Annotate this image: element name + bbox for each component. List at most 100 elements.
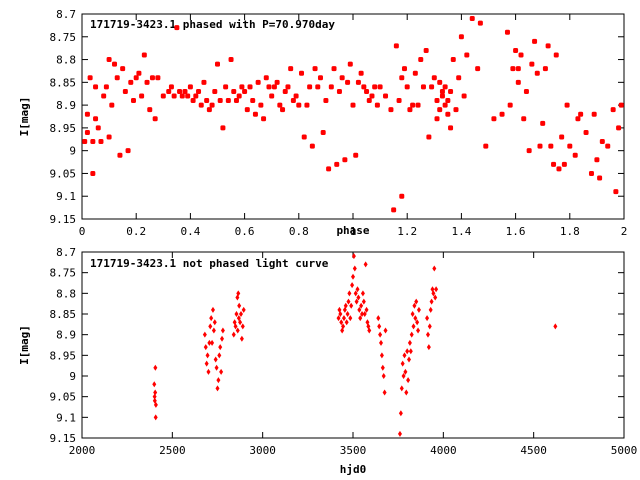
data-point <box>153 364 158 371</box>
data-point <box>415 319 420 326</box>
data-point <box>448 88 454 94</box>
data-point <box>130 98 136 104</box>
data-point <box>358 315 363 322</box>
data-point <box>208 323 213 330</box>
x-tick-label: 0.2 <box>126 225 146 238</box>
data-point <box>412 302 417 309</box>
data-point <box>518 52 524 58</box>
data-point <box>84 129 90 135</box>
data-point <box>349 302 354 309</box>
data-point <box>106 57 112 63</box>
data-point <box>250 98 256 104</box>
data-point <box>411 323 416 330</box>
data-point <box>296 102 302 108</box>
data-point <box>515 79 521 85</box>
y-tick-label: 8.85 <box>50 76 77 89</box>
data-point <box>388 107 394 113</box>
data-point <box>458 34 464 40</box>
data-point <box>383 93 389 99</box>
data-point <box>445 111 451 117</box>
data-point <box>423 47 429 53</box>
data-point <box>377 84 383 90</box>
data-point <box>434 116 440 122</box>
data-point <box>136 70 142 76</box>
data-point <box>261 116 267 122</box>
data-point <box>304 102 310 108</box>
data-point <box>274 79 280 85</box>
data-point <box>112 61 118 67</box>
data-point <box>556 166 562 172</box>
data-point <box>366 98 372 104</box>
data-point <box>155 75 161 81</box>
data-point <box>548 143 554 149</box>
data-point <box>317 75 323 81</box>
data-point <box>401 373 406 379</box>
data-point <box>618 102 624 108</box>
data-point <box>277 102 283 108</box>
data-point <box>353 152 359 158</box>
x-axis-label: hjd0 <box>340 463 367 476</box>
data-point <box>428 306 433 313</box>
data-point <box>402 352 407 359</box>
data-point <box>139 93 145 99</box>
data-point <box>198 102 204 108</box>
data-point <box>117 152 123 158</box>
data-point <box>334 161 340 167</box>
data-point <box>326 166 332 172</box>
data-point <box>182 88 188 94</box>
data-point <box>347 61 353 67</box>
plot-frame <box>81 13 625 220</box>
data-point <box>339 75 345 81</box>
chart-title: 171719-3423.1 not phased light curve <box>90 257 329 270</box>
data-point <box>377 323 382 330</box>
data-point <box>206 368 211 375</box>
data-point <box>364 88 370 94</box>
data-point <box>379 339 384 346</box>
data-point <box>515 66 521 72</box>
data-point <box>204 360 209 367</box>
data-point <box>583 129 589 135</box>
data-point <box>407 107 413 113</box>
data-point <box>152 393 157 400</box>
data-point <box>147 107 153 113</box>
data-point <box>361 298 366 305</box>
x-tick-label: 1.8 <box>560 225 580 238</box>
data-point <box>166 88 172 94</box>
data-point <box>360 311 365 317</box>
data-point <box>594 157 600 163</box>
y-tick-label: 8.7 <box>56 246 76 259</box>
data-point <box>383 327 388 334</box>
data-point <box>456 75 462 81</box>
data-point <box>190 98 196 104</box>
data-point <box>258 102 264 108</box>
data-point <box>315 84 321 90</box>
data-point <box>410 102 416 108</box>
data-point <box>360 290 365 297</box>
data-point <box>255 79 261 85</box>
data-point <box>426 134 432 140</box>
data-point <box>427 323 432 330</box>
data-point <box>219 368 224 375</box>
x-tick-label: 1 <box>350 225 357 238</box>
data-point <box>133 75 139 81</box>
data-point <box>416 327 421 334</box>
data-point <box>90 170 96 176</box>
data-point <box>393 43 399 49</box>
data-point <box>153 401 158 408</box>
y-tick-label: 9.05 <box>50 167 77 180</box>
data-point <box>239 84 245 90</box>
data-point <box>504 29 510 35</box>
data-point <box>234 311 239 317</box>
data-point <box>214 364 219 371</box>
data-point <box>437 107 443 113</box>
data-point <box>309 143 315 149</box>
y-axis-label: I[mag] <box>18 325 31 365</box>
data-point <box>529 61 535 67</box>
data-point <box>247 84 253 90</box>
data-point <box>439 93 445 99</box>
data-point <box>380 364 385 371</box>
data-point <box>236 290 241 297</box>
data-point <box>613 189 619 195</box>
data-point <box>346 298 351 305</box>
